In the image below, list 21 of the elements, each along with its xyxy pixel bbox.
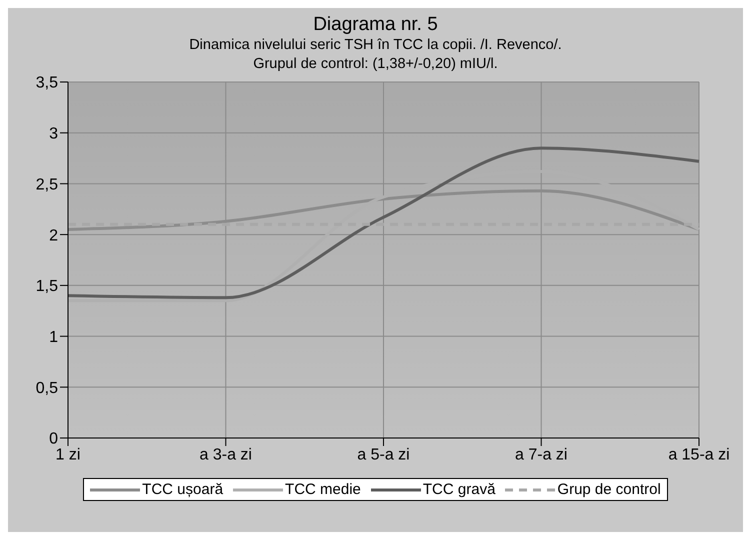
y-tick-label: 2 [49, 227, 58, 244]
y-tick-label: 3,5 [36, 74, 58, 92]
line-series [66, 146, 700, 300]
y-tick-label: 3 [49, 126, 58, 143]
line-series [66, 170, 700, 302]
x-tick-label: a 15-a zi [668, 446, 730, 464]
legend-label: TCC gravă [422, 481, 496, 498]
legend-label: Grup de control [557, 481, 661, 498]
legend-label: TCC ușoară [142, 481, 224, 498]
x-tick-label: 1 zi [56, 446, 80, 464]
y-tick-label: 0,5 [36, 380, 58, 397]
x-tick-label: a 5-a zi [357, 446, 410, 464]
y-tick-label: 1,5 [36, 278, 58, 296]
chart-subtitle: Dinamica nivelului seric TSH în TCC la copii. /I. Revenco/. Grupul de control: (1,38+/-0,20) mIU/l. [188, 36, 563, 74]
x-tick-label: a 7-a zi [515, 446, 568, 464]
chart-title: Diagrama nr. 5 [312, 14, 439, 36]
y-tick-label: 2,5 [36, 176, 58, 194]
legend-label: TCC medie [285, 481, 361, 498]
y-tick-label: 1 [49, 328, 58, 346]
y-tick-label: 0 [49, 430, 58, 448]
x-tick-label: a 3-a zi [200, 446, 252, 464]
